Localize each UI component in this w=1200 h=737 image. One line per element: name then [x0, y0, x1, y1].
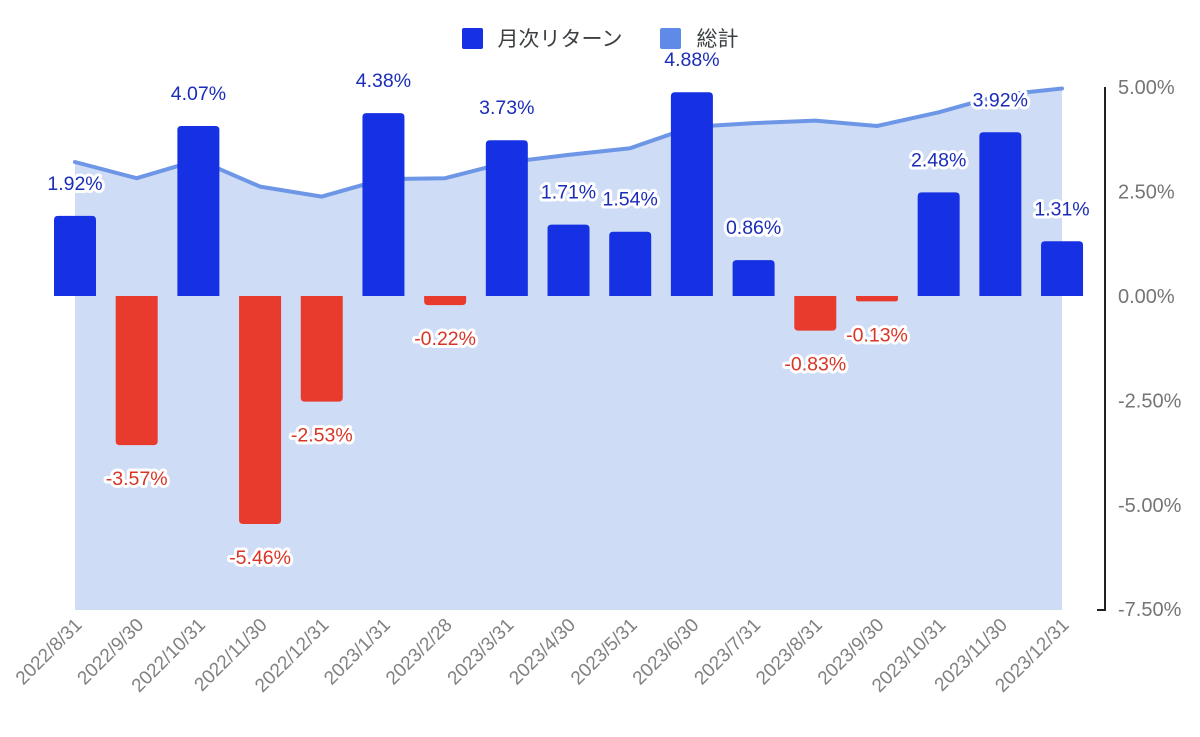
x-category-label: 2023/8/31: [752, 615, 827, 690]
bar-value-label: 4.07%: [171, 83, 226, 105]
bar-value-label: 4.38%: [356, 70, 411, 92]
y-tick-label: 5.00%: [1118, 77, 1175, 99]
bar-2023/9/30: [855, 296, 898, 302]
bar-2022/8/31: [54, 215, 96, 296]
bar-2023/7/31: [732, 260, 775, 296]
bar-2022/10/31: [177, 126, 220, 296]
bar-value-label: 1.71%: [541, 182, 596, 204]
bar-2023/12/31: [1041, 241, 1084, 296]
x-category-label: 2023/4/30: [505, 615, 580, 690]
bar-value-label: -5.46%: [229, 547, 291, 569]
y-tick-label: 2.50%: [1118, 182, 1175, 204]
bar-value-label: 2.48%: [911, 149, 966, 171]
y-axis-line: [1097, 87, 1106, 611]
bar-2023/3/31: [485, 140, 528, 296]
x-category-label: 2023/1/31: [320, 615, 395, 690]
bar-value-label: 3.73%: [479, 97, 534, 119]
x-category-label: 2023/7/31: [691, 615, 766, 690]
bar-value-label: -0.83%: [784, 354, 846, 376]
x-category-label: 2022/8/31: [12, 615, 87, 690]
bar-value-label: 3.92%: [973, 89, 1028, 111]
bar-value-label: -3.57%: [106, 468, 168, 490]
bar-2023/11/30: [979, 132, 1022, 296]
bar-value-label: 1.54%: [603, 189, 658, 211]
y-tick-label: 0.00%: [1118, 286, 1175, 308]
y-tick-label: -5.00%: [1118, 495, 1182, 517]
bar-2023/8/31: [794, 296, 837, 331]
bar-2023/4/30: [547, 224, 590, 296]
bar-value-label: 0.86%: [726, 217, 781, 239]
bar-2022/11/30: [239, 296, 282, 525]
bar-2023/2/28: [424, 296, 467, 306]
x-category-label: 2023/6/30: [629, 615, 704, 690]
bar-2022/12/31: [300, 296, 343, 402]
y-tick-label: -2.50%: [1118, 390, 1182, 412]
bar-2023/6/30: [670, 92, 713, 296]
bar-value-label: 4.88%: [664, 49, 719, 71]
bar-2022/9/30: [115, 296, 158, 446]
total-line: [73, 86, 1064, 199]
bar-value-label: -0.22%: [414, 328, 476, 350]
total-area: [75, 88, 1062, 610]
y-tick-label: -7.50%: [1118, 599, 1182, 621]
bar-value-label: -2.53%: [291, 425, 353, 447]
x-category-label: 2023/3/31: [444, 615, 519, 690]
bar-2023/10/31: [917, 192, 960, 296]
bar-2023/5/31: [609, 231, 652, 296]
bar-2023/1/31: [362, 113, 405, 296]
bar-value-label: -0.13%: [846, 324, 908, 346]
x-category-label: 2023/5/31: [567, 615, 642, 690]
x-category-label: 2023/2/28: [382, 615, 457, 690]
bar-value-label: 1.92%: [47, 173, 102, 195]
bar-value-label: 1.31%: [1034, 198, 1089, 220]
